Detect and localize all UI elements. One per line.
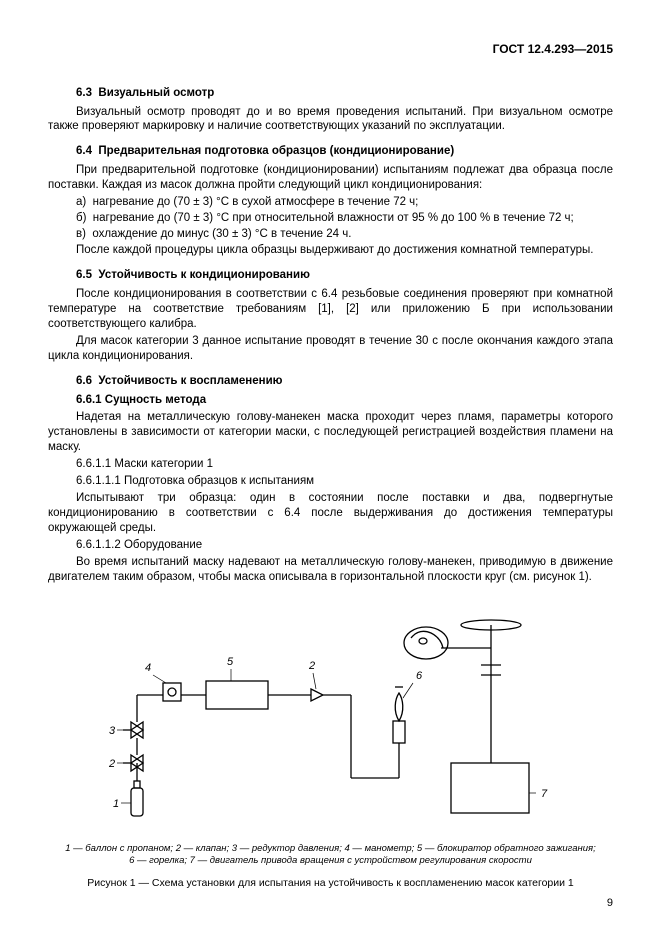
heading-6-3: 6.3 Визуальный осмотр (48, 86, 613, 101)
figure-1: 1 2 3 4 5 2 6 7 (48, 603, 613, 833)
heading-6-6-1-1: 6.6.1.1 Маски категории 1 (48, 457, 613, 472)
para-6-5-1: После кондиционирования в соответствии с… (48, 287, 613, 332)
heading-num: 6.6 (76, 375, 92, 387)
heading-6-6: 6.6 Устойчивость к воспламенению (48, 374, 613, 389)
heading-num: 6.3 (76, 87, 92, 99)
heading-6-5: 6.5 Устойчивость к кондиционированию (48, 268, 613, 283)
figure-legend-2: 6 — горелка; 7 — двигатель привода враще… (48, 855, 613, 867)
heading-title: Устойчивость к воспламенению (98, 375, 282, 387)
label-2b: 2 (308, 660, 315, 672)
heading-num: 6.5 (76, 269, 92, 281)
para-6-6-1: Надетая на металлическую голову-манекен … (48, 410, 613, 455)
label-3: 3 (109, 725, 116, 737)
page-number: 9 (607, 896, 613, 910)
para-6-5-2: Для масок категории 3 данное испытание п… (48, 334, 613, 364)
heading-num: 6.4 (76, 145, 92, 157)
figure-legend-1: 1 — баллон с пропаном; 2 — клапан; 3 — р… (48, 843, 613, 855)
item-6-4-b: б) нагревание до (70 ± 3) °С при относит… (48, 211, 613, 226)
label-6: 6 (416, 670, 423, 682)
figure-caption: Рисунок 1 — Схема установки для испытани… (48, 877, 613, 891)
para-6-4-2: После каждой процедуры цикла образцы выд… (48, 243, 613, 258)
label-5: 5 (227, 656, 234, 668)
heading-6-6-1-1-1: 6.6.1.1.1 Подготовка образцов к испытани… (48, 474, 613, 489)
para-6-4-1: При предварительной подготовке (кондицио… (48, 163, 613, 193)
label-7: 7 (541, 788, 548, 800)
heading-6-4: 6.4 Предварительная подготовка образцов … (48, 144, 613, 159)
heading-title: Предварительная подготовка образцов (кон… (98, 145, 454, 157)
document-id: ГОСТ 12.4.293—2015 (48, 42, 613, 58)
heading-title: Визуальный осмотр (98, 87, 214, 99)
label-1: 1 (113, 798, 119, 810)
item-6-4-a: а) нагревание до (70 ± 3) °С в сухой атм… (48, 195, 613, 210)
heading-6-6-1: 6.6.1 Сущность метода (48, 393, 613, 408)
figure-1-svg: 1 2 3 4 5 2 6 7 (71, 603, 591, 833)
heading-title: Устойчивость к кондиционированию (98, 269, 310, 281)
label-4: 4 (145, 662, 151, 674)
para-6-3-1: Визуальный осмотр проводят до и во время… (48, 105, 613, 135)
item-6-4-c: в) охлаждение до минус (30 ± 3) °С в теч… (48, 227, 613, 242)
heading-6-6-1-1-2: 6.6.1.1.2 Оборудование (48, 538, 613, 553)
para-6-6-1-1-1: Испытывают три образца: один в состоянии… (48, 491, 613, 536)
label-2: 2 (108, 758, 115, 770)
para-6-6-1-1-2: Во время испытаний маску надевают на мет… (48, 555, 613, 585)
